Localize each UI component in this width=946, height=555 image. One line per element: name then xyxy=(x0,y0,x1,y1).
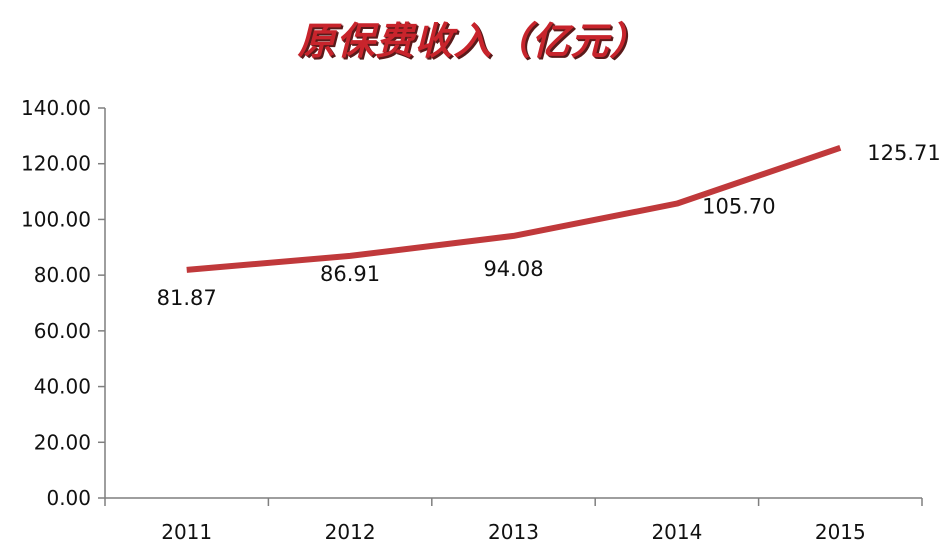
data-label: 125.71 xyxy=(867,141,940,165)
x-tick-label: 2015 xyxy=(815,520,866,544)
data-label: 105.70 xyxy=(702,195,775,219)
y-tick-label: 120.00 xyxy=(21,152,91,176)
x-tick-label: 2014 xyxy=(651,520,702,544)
y-tick-label: 20.00 xyxy=(34,430,91,454)
chart-title: 原保费收入（亿元） xyxy=(297,19,649,63)
chart-axes: 0.00 20.00 40.00 60.00 80.00 100.00 120.00 140.… xyxy=(21,96,923,544)
x-tick-label: 2012 xyxy=(325,520,376,544)
data-label: 94.08 xyxy=(483,257,543,281)
chart-data-labels: 81.87 86.91 94.08 105.70 125.71 xyxy=(157,141,941,310)
y-tick-label: 140.00 xyxy=(21,96,91,120)
y-tick-label: 60.00 xyxy=(34,319,91,343)
x-tick-label: 2011 xyxy=(161,520,212,544)
data-label: 81.87 xyxy=(157,286,217,310)
y-tick-label: 0.00 xyxy=(46,486,91,510)
chart-series xyxy=(186,144,842,273)
y-tick-label: 40.00 xyxy=(34,375,91,399)
y-tick-label: 80.00 xyxy=(34,263,91,287)
data-label: 86.91 xyxy=(320,262,380,286)
y-tick-label: 100.00 xyxy=(21,207,91,231)
x-tick-label: 2013 xyxy=(488,520,539,544)
